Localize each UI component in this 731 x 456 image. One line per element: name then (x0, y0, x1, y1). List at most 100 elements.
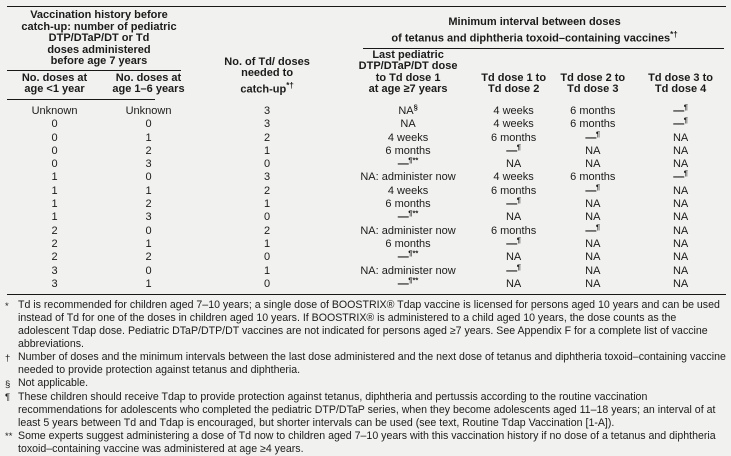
footnote-reference: ¶ (516, 195, 521, 205)
footnote-marker: * (5, 300, 9, 312)
table-cell: 0 (145, 224, 152, 237)
table-cell: NA (672, 131, 689, 144)
table-cell: —¶** (397, 248, 419, 264)
table-top-rule (7, 6, 726, 7)
footnote-text: Td is recommended for children aged 7–10… (18, 299, 720, 351)
table-cell: NA (672, 224, 689, 237)
table-cell: NA (505, 211, 522, 224)
table-cell: 6 months (570, 105, 616, 117)
footnote-reference: ¶ (595, 182, 601, 192)
footnote: ¶ These children should receive Tdap to p… (5, 391, 728, 430)
table-cell: NA (672, 184, 689, 197)
column-header-dose3-to-dose4: Td dose 3 to Td dose 4 (648, 71, 713, 96)
table-row: 3 0 1 NA: administer now —¶ NA NA (5, 261, 728, 278)
table-cell: 3 (264, 105, 271, 117)
table-cell: 0 (145, 118, 152, 131)
table-cell: 4 weeks (387, 131, 429, 144)
table-cell: NA (585, 198, 601, 211)
table-cell: 0 (264, 251, 271, 264)
table-cell: NA: administer now (360, 224, 456, 237)
footnote-marker: ¶ (5, 392, 11, 404)
table-cell: 1 (51, 184, 58, 197)
table-cell: 0 (51, 144, 58, 157)
table-cell: 6 months (490, 184, 537, 197)
table-cell: —¶ (506, 261, 521, 277)
table-cell: 1 (145, 277, 152, 290)
table-row: 2 1 1 6 months —¶ NA NA (5, 235, 728, 251)
footnote-text: Number of doses and the minimum interval… (18, 351, 726, 377)
column-header-doses-under-1yr: No. doses at age <1 year (21, 71, 88, 96)
table-cell: 0 (264, 158, 271, 171)
vaccination-history-group-title: Vaccination history before catch-up: num… (21, 9, 177, 68)
table-cell: NA (505, 158, 522, 171)
table-cell: —¶** (397, 155, 419, 171)
table-cell: 2 (51, 237, 58, 250)
table-cell: —¶ (673, 102, 688, 117)
footnote-reference: § (413, 102, 418, 112)
table-cell: —¶ (673, 115, 688, 131)
footnote-reference: ¶ (516, 235, 521, 245)
table-cell: NA (585, 251, 601, 264)
table-cell: 0 (264, 277, 271, 290)
footnote-reference: ¶ (683, 168, 688, 178)
table-cell: 1 (145, 131, 152, 144)
table-cell: 6 months (490, 131, 537, 144)
table-cell: NA (585, 158, 601, 171)
table-cell: NA: administer now (360, 264, 456, 277)
footnote-text: These children should receive Tdap to pr… (18, 390, 716, 429)
table-header: Vaccination history before catch-up: num… (5, 7, 728, 99)
footnote-reference: ¶** (408, 155, 419, 165)
table-cell: 4 weeks (493, 105, 534, 117)
table-cell: NA§ (398, 102, 418, 117)
table-row: 1 0 3 NA: administer now 4 weeks 6 months —¶ (5, 168, 728, 184)
table-cell: —¶ (585, 128, 601, 144)
table-cell: 0 (51, 158, 58, 171)
table-cell: 6 months (570, 171, 616, 184)
table-cell: 1 (264, 198, 271, 211)
table-cell: 1 (264, 264, 271, 277)
catch-up-schedule-document: Vaccination history before catch-up: num… (5, 6, 728, 455)
table-cell: 1 (264, 144, 271, 157)
minimum-interval-group-title: Minimum interval between doses of tetanu… (391, 16, 678, 45)
table-cell: NA (672, 264, 689, 277)
footnote-reference: *† (286, 80, 294, 90)
table-cell: —¶ (506, 195, 521, 211)
table-cell: 6 months (570, 118, 616, 131)
table-cell: 2 (264, 131, 271, 144)
table-cell: —¶** (397, 275, 419, 290)
table-cell: 0 (51, 118, 58, 131)
table-row: 0 2 1 6 months —¶ NA NA (5, 143, 728, 158)
left-group-subheaders: No. doses at age <1 year No. doses at ag… (5, 71, 193, 99)
table-cell: 0 (51, 131, 58, 144)
footnote-marker: † (5, 352, 11, 364)
column-header-last-pediatric-dose: Last pediatric DTP/DTaP/DT dose to Td do… (358, 48, 458, 96)
table-cell: NA (585, 237, 601, 250)
footnote-reference: *† (670, 29, 678, 39)
table-cell: 0 (145, 264, 152, 277)
table-cell: 4 weeks (493, 118, 534, 131)
header-group-vaccination-history: Vaccination history before catch-up: num… (5, 7, 193, 99)
table-cell: NA (400, 118, 416, 131)
table-cell: 0 (264, 211, 271, 224)
table-cell: NA (672, 277, 689, 290)
table-cell: 6 months (490, 224, 537, 237)
table-cell: NA (505, 251, 522, 264)
table-cell: 2 (145, 144, 152, 157)
table-row: 2 0 2 NA: administer now 6 months —¶ NA (5, 223, 728, 238)
footnote-reference: ¶ (683, 102, 688, 112)
table-cell: 1 (264, 237, 271, 250)
footnote: † Number of doses and the minimum interva… (5, 351, 728, 377)
table-cell: 0 (145, 171, 152, 184)
table-cell: Unknown (125, 105, 172, 117)
table-cell: 3 (264, 171, 271, 184)
catch-up-table: Vaccination history before catch-up: num… (5, 6, 728, 296)
footnote: § Not applicable. (5, 377, 728, 391)
table-cell: 3 (145, 158, 152, 171)
table-row: 1 2 1 6 months —¶ NA NA (5, 195, 728, 211)
footnote-marker: ** (5, 431, 13, 443)
table-cell: 4 weeks (387, 184, 429, 197)
footnote-reference: ¶ (595, 128, 601, 138)
table-cell: 2 (51, 251, 58, 264)
footnote: * Td is recommended for children aged 7–1… (5, 299, 728, 351)
table-cell: 2 (264, 224, 271, 237)
